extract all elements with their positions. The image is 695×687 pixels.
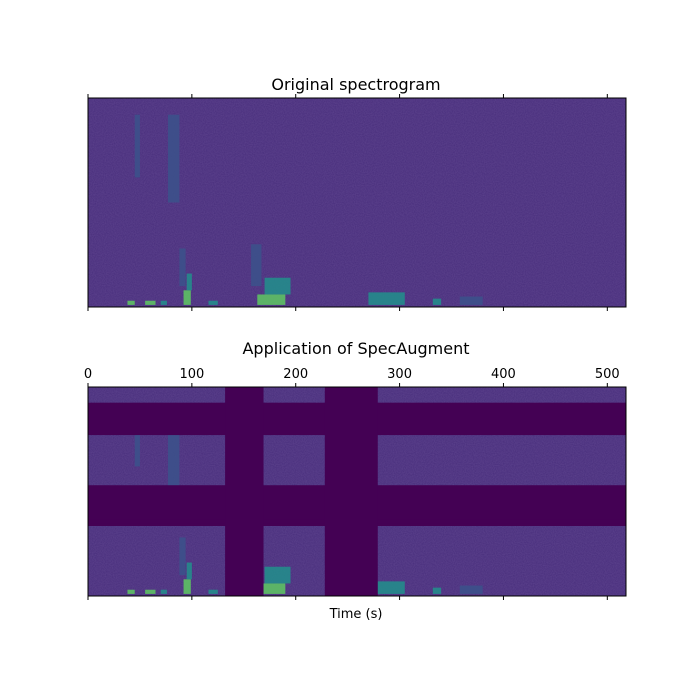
energy-blob: [257, 583, 286, 594]
energy-blob: [368, 292, 405, 305]
panel2-ticks: 0 100 200 300 400 500: [84, 367, 620, 600]
energy-blob: [208, 589, 218, 594]
energy-blob: [179, 248, 186, 287]
energy-blob: [432, 298, 442, 305]
xtick-label: 500: [595, 367, 620, 382]
xtick-label: 300: [387, 367, 412, 382]
panel2-frame: [87, 386, 627, 597]
energy-blob: [186, 273, 192, 291]
energy-blob: [459, 585, 483, 594]
panel1-energy: [127, 114, 483, 305]
energy-blob: [459, 296, 483, 305]
energy-blob: [160, 300, 167, 305]
panel1-frame: [87, 97, 627, 308]
energy-blob: [134, 403, 140, 467]
original-spectrogram-heatmap: [88, 98, 626, 307]
xtick-label: 200: [283, 367, 308, 382]
energy-blob: [183, 579, 191, 594]
xtick-label: 400: [491, 367, 516, 382]
energy-blob: [127, 300, 135, 305]
energy-blob: [145, 589, 156, 594]
energy-blob: [264, 277, 291, 295]
time-mask: [225, 387, 264, 596]
panel2-title: Application of SpecAugment: [242, 339, 469, 358]
time-mask: [324, 387, 378, 596]
panel2-masks: [88, 387, 626, 596]
xtick-label: 100: [179, 367, 204, 382]
panel1-title: Original spectrogram: [271, 75, 440, 94]
energy-blob: [208, 300, 218, 305]
energy-blob: [127, 589, 135, 594]
panel1-ticks: [87, 94, 608, 311]
energy-blob: [160, 589, 167, 594]
energy-blob: [179, 537, 186, 576]
energy-blob: [264, 566, 291, 584]
energy-blob: [183, 290, 191, 305]
panel2-xlabel: Time (s): [329, 607, 383, 622]
energy-blob: [251, 244, 262, 287]
energy-blob: [257, 294, 286, 305]
energy-blob: [432, 587, 442, 594]
energy-blob: [167, 403, 180, 492]
energy-blob: [134, 114, 140, 178]
energy-blob: [186, 562, 192, 580]
energy-blob: [167, 114, 180, 203]
energy-blob: [145, 300, 156, 305]
xtick-label: 0: [84, 367, 92, 382]
specaugment-heatmap: [88, 387, 626, 596]
